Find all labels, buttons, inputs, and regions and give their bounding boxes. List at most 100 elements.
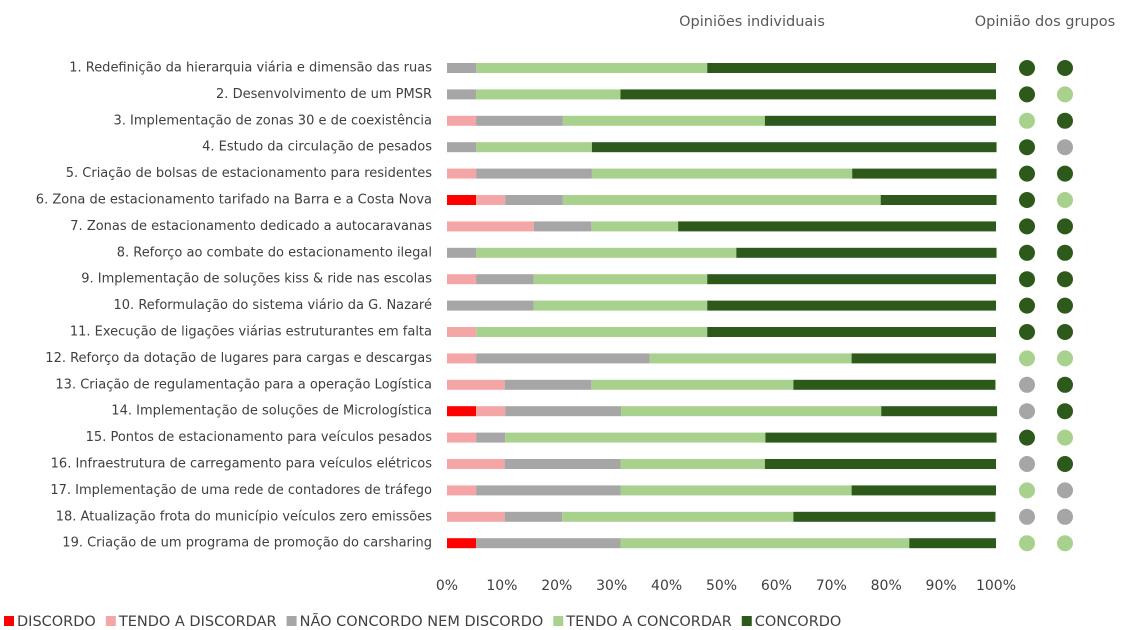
- bar-segment: [852, 168, 997, 179]
- bar-segment: [533, 300, 708, 311]
- group-dot: [1057, 376, 1073, 393]
- bar-segment: [909, 538, 996, 549]
- header: Opiniões individuais: [679, 14, 825, 30]
- x-tick-label: 20%: [541, 578, 572, 594]
- bar-segment: [707, 327, 996, 337]
- group-dot: [1057, 165, 1073, 182]
- bar-segment: [447, 115, 477, 126]
- bar-segment: [476, 353, 650, 364]
- group-dot: [1019, 139, 1035, 156]
- legend-swatch: [4, 616, 14, 626]
- legend-label: NÃO CONCORDO NEM DISCORDO: [300, 613, 544, 630]
- group-dot: [1019, 376, 1035, 393]
- category-label: 14. Implementação de soluções de Microlo…: [111, 404, 432, 419]
- x-tick-label: 70%: [816, 578, 847, 594]
- category-label: 9. Implementação de soluções kiss & ride…: [81, 272, 432, 287]
- legend-label: DISCORDO: [17, 614, 96, 630]
- bar-segment: [476, 168, 592, 179]
- x-tick-label: 0%: [436, 578, 458, 594]
- legend-label: TENDO A CONCORDAR: [565, 614, 731, 630]
- x-tick-label: 40%: [651, 578, 682, 594]
- group-dot: [1019, 86, 1035, 103]
- bar-segment: [476, 142, 592, 153]
- bar-segment: [620, 538, 910, 549]
- bar-segment: [765, 432, 997, 443]
- bar-segment: [881, 406, 998, 417]
- bar-segment: [447, 327, 477, 337]
- bar-segment: [505, 406, 622, 417]
- bar-segment: [793, 379, 996, 390]
- bar-segment: [880, 195, 997, 205]
- group-dot: [1019, 456, 1035, 472]
- bar-segment: [591, 142, 997, 153]
- bar-segment: [620, 485, 852, 496]
- category-label: 15. Pontos de estacionamento para veícul…: [86, 430, 433, 445]
- bar-segment: [447, 538, 477, 549]
- x-tick-label: 50%: [706, 578, 737, 594]
- group-dot: [1057, 60, 1073, 76]
- bar-segment: [736, 247, 997, 258]
- x-tick-label: 10%: [486, 578, 517, 594]
- category-label: 2. Desenvolvimento de um PMSR: [216, 87, 432, 102]
- category-label: 18. Atualização frota do município veícu…: [56, 509, 432, 524]
- legend-label: CONCORDO: [755, 614, 842, 630]
- bar-segment: [447, 142, 477, 153]
- bar-segment: [447, 379, 505, 390]
- group-dot: [1019, 297, 1035, 314]
- group-dot: [1057, 139, 1073, 156]
- category-label: 12. Reforço da dotação de lugares para c…: [45, 351, 432, 366]
- group-dot: [1057, 403, 1073, 420]
- category-label: 16. Infraestrutura de carregamento para …: [51, 457, 433, 472]
- bar-segment: [476, 327, 708, 337]
- bar-segment: [620, 459, 765, 469]
- bar-segment: [649, 353, 852, 364]
- group-dot: [1057, 297, 1073, 314]
- bar-segment: [447, 89, 477, 100]
- legend-swatch: [553, 616, 564, 626]
- bar-segment: [533, 274, 708, 285]
- bar-segment: [620, 89, 996, 100]
- legend-label: TENDO A DISCORDAR: [118, 614, 277, 630]
- category-label: 11. Execução de ligações viárias estrutu…: [70, 325, 432, 340]
- x-tick-label: 90%: [926, 578, 957, 594]
- bar-segment: [447, 300, 534, 311]
- group-dot: [1019, 508, 1035, 525]
- bar-segment: [476, 485, 621, 496]
- legend-swatch: [741, 616, 752, 626]
- group-dot: [1057, 86, 1073, 103]
- bar-segment: [591, 379, 794, 390]
- bar-segment: [447, 406, 477, 417]
- bar-segment: [476, 274, 534, 285]
- group-dot: [1019, 324, 1035, 340]
- bar-segment: [476, 406, 506, 417]
- bar-segment: [447, 221, 534, 232]
- bar-segment: [476, 63, 708, 73]
- group-dot: [1019, 192, 1035, 208]
- bar-segment: [476, 195, 506, 205]
- bar-segment: [447, 168, 477, 179]
- header: Opinião dos grupos: [975, 14, 1115, 30]
- bar-segment: [447, 432, 477, 443]
- bar-segment: [562, 195, 881, 205]
- bar-segment: [707, 274, 996, 285]
- bar-segment: [851, 485, 996, 496]
- bar-segment: [504, 459, 621, 469]
- bar-segment: [764, 459, 996, 469]
- group-dot: [1057, 429, 1073, 446]
- bar-segment: [447, 63, 477, 73]
- bar-segment: [476, 432, 506, 443]
- category-label: 3. Implementação de zonas 30 e de coexis…: [113, 113, 432, 128]
- group-dot: [1019, 218, 1035, 235]
- category-label: 7. Zonas de estacionamento dedicado a au…: [70, 219, 432, 234]
- bar-segment: [447, 511, 505, 522]
- x-tick-label: 30%: [596, 578, 627, 594]
- group-dot: [1019, 271, 1035, 288]
- bar-segment: [591, 168, 853, 179]
- group-dot: [1019, 482, 1035, 499]
- category-label: 6. Zona de estacionamento tarifado na Ba…: [36, 193, 432, 208]
- bar-segment: [504, 511, 563, 522]
- legend-swatch: [105, 616, 116, 626]
- category-label: 10. Reformulação do sistema viário da G.…: [114, 298, 432, 313]
- group-dot: [1057, 244, 1073, 261]
